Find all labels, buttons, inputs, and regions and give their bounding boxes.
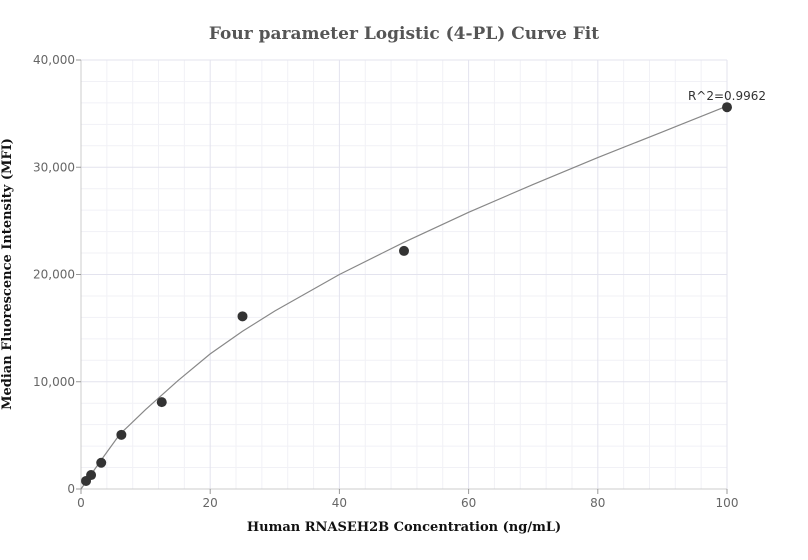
x-tick-label: 60 [461,496,476,510]
data-point [96,457,107,468]
grid [80,59,728,490]
data-points [81,102,732,486]
y-axis-label: Median Fluorescence Intensity (MFI) [0,138,15,410]
y-tick-label: 40,000 [33,53,75,67]
data-point [86,470,97,481]
y-tick-label: 10,000 [33,375,75,389]
x-tick-label: 40 [332,496,347,510]
data-point [722,102,732,113]
fit-curve [80,105,728,490]
y-tick-label: 30,000 [33,160,75,174]
x-tick-label: 100 [716,496,739,510]
data-point [156,397,167,408]
fit-curve-layer [80,105,728,490]
x-tick-label: 0 [77,496,85,510]
x-tick-label: 80 [590,496,605,510]
r-squared-annotation: R^2=0.9962 [688,89,766,103]
x-tick-label: 20 [203,496,218,510]
chart-title: Four parameter Logistic (4-PL) Curve Fit [209,24,599,44]
y-tick-label: 20,000 [33,268,75,282]
data-point [399,245,409,256]
y-tick-label: 0 [67,482,75,496]
axes: 0 20 40 60 80 100 0 10,000 20,000 30,000 40,000 [33,53,738,510]
data-point [116,429,127,440]
data-point [237,311,248,322]
x-axis-label: Human RNASEH2B Concentration (ng/mL) [247,520,561,535]
